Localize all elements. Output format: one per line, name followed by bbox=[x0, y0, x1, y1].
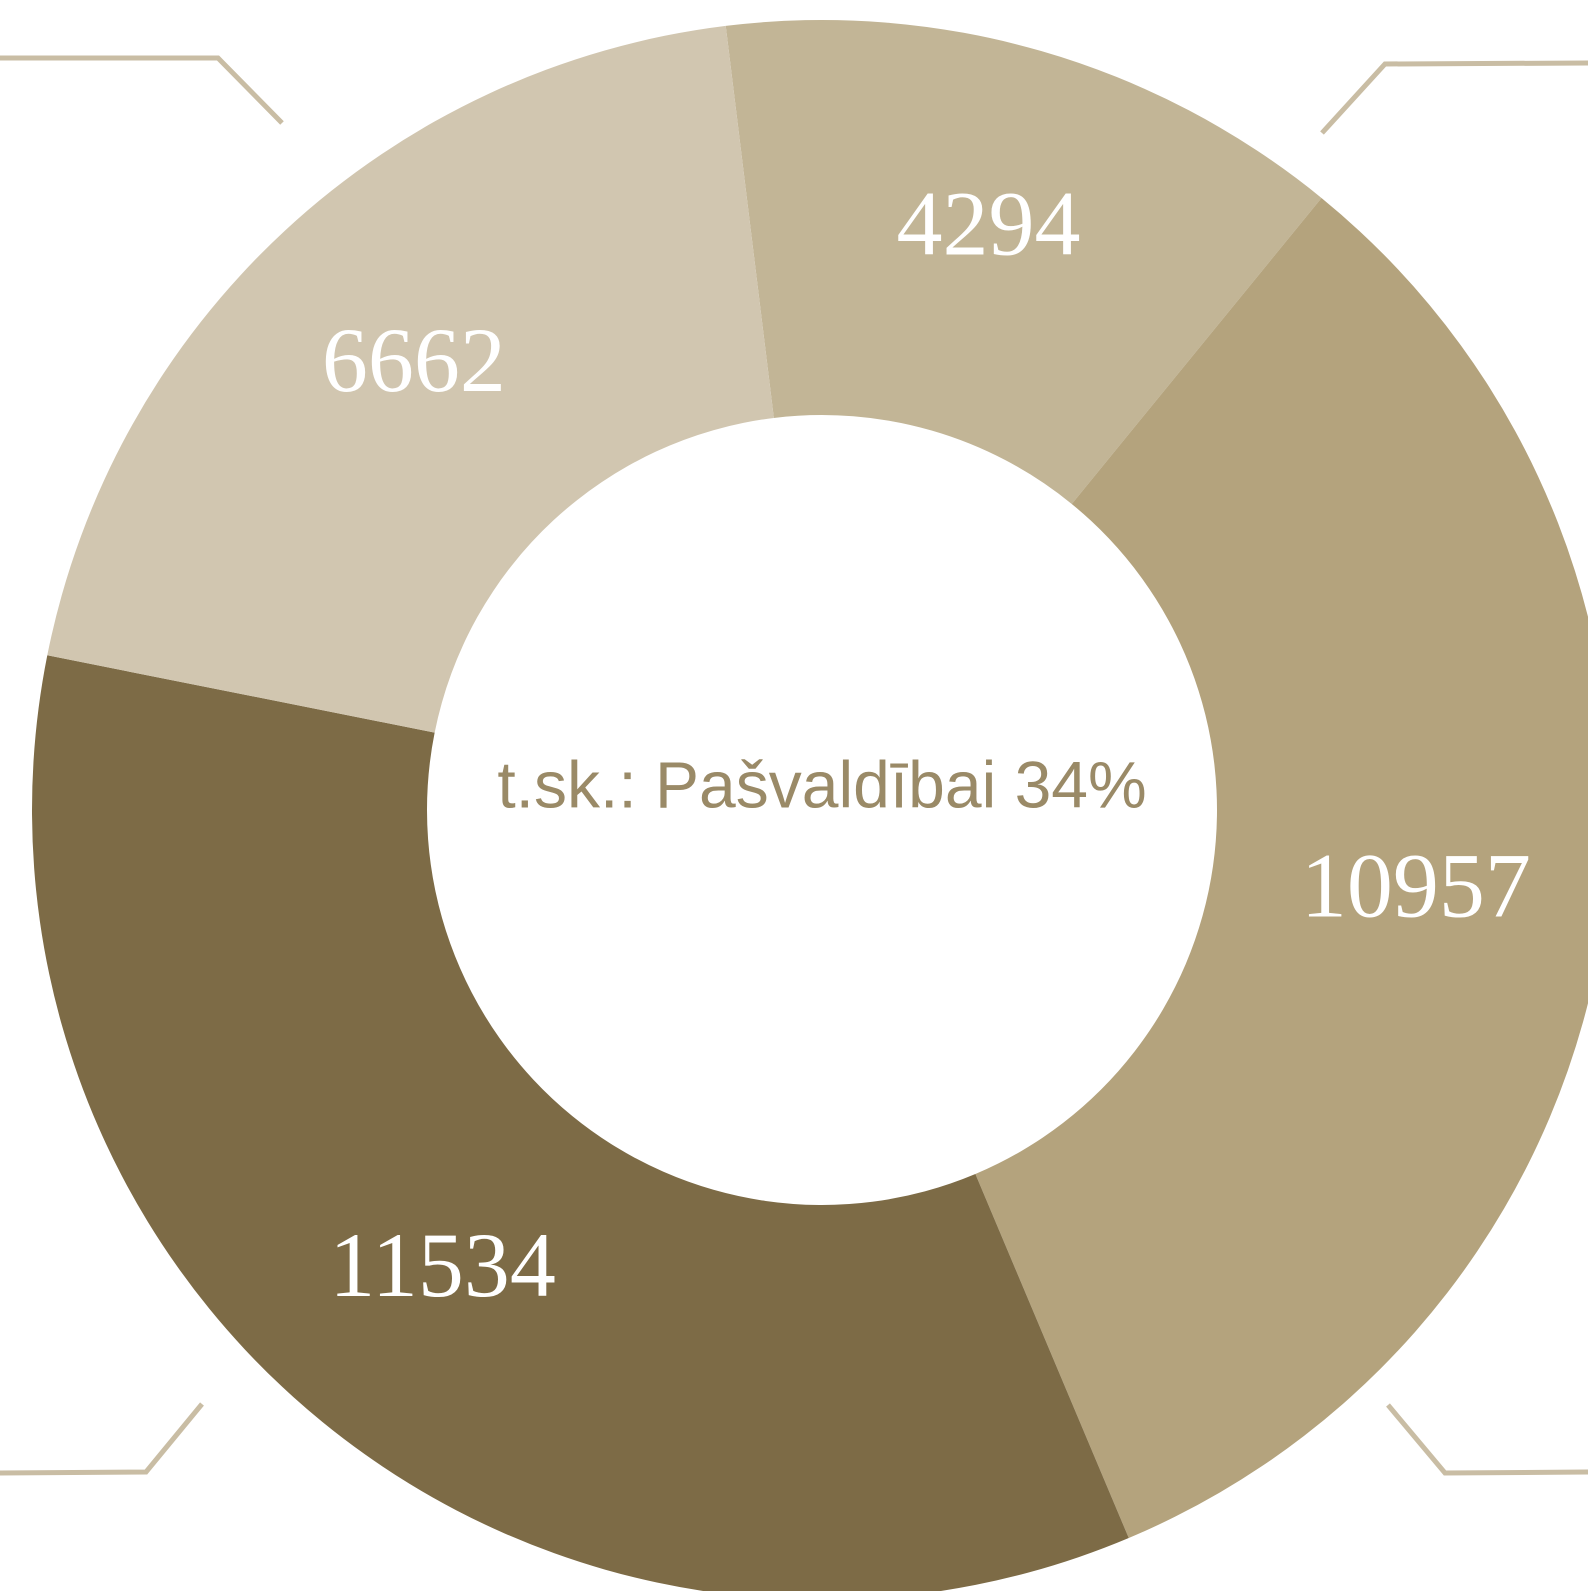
labels: 4294 10957 11534 6662 bbox=[322, 173, 1531, 1316]
decoration bbox=[0, 55, 1588, 1476]
slice bbox=[32, 655, 1129, 1591]
corner-line bbox=[1386, 1403, 1588, 1476]
value-label: 6662 bbox=[322, 309, 506, 411]
value-label: 4294 bbox=[896, 173, 1080, 275]
corner-line bbox=[0, 1402, 204, 1476]
slice bbox=[975, 197, 1588, 1539]
slice bbox=[725, 19, 1322, 504]
value-label: 11534 bbox=[329, 1214, 556, 1316]
slices bbox=[32, 19, 1588, 1591]
center-text: t.sk.: Pašvaldībai 34% bbox=[497, 747, 1146, 821]
corner-line bbox=[0, 55, 284, 125]
slice bbox=[47, 25, 774, 733]
corner-line bbox=[1320, 60, 1588, 135]
value-label: 10957 bbox=[1301, 835, 1531, 937]
